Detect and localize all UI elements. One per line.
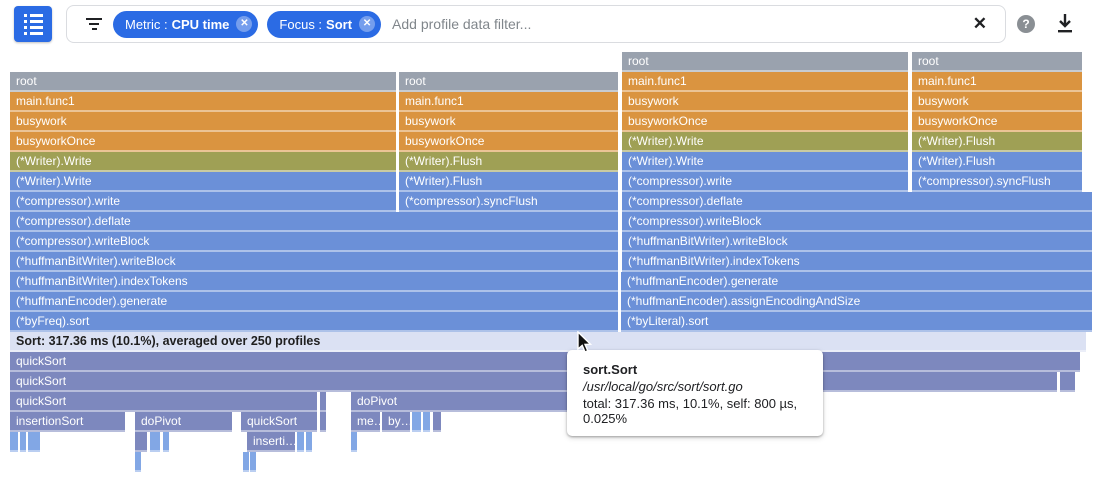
- chip-focus-close-icon[interactable]: ✕: [359, 16, 376, 32]
- frame-sliver[interactable]: [297, 432, 304, 452]
- help-icon[interactable]: ?: [1017, 15, 1035, 33]
- frame-busyworkonce[interactable]: busyworkOnce: [622, 112, 908, 132]
- frame-main-func1[interactable]: main.func1: [399, 92, 618, 112]
- frame-sliver[interactable]: [351, 432, 357, 452]
- chip-focus-prefix: Focus :: [279, 16, 323, 32]
- frame-busyworkonce[interactable]: busyworkOnce: [912, 112, 1082, 132]
- frame-compressor-deflate[interactable]: (*compressor).deflate: [10, 212, 618, 232]
- frame-root[interactable]: root: [912, 52, 1082, 72]
- frame-by[interactable]: by…: [382, 412, 410, 432]
- filter-bar: Metric : CPU time ✕ Focus : Sort ✕ ✕: [66, 5, 1006, 43]
- frame-sliver[interactable]: [135, 432, 147, 452]
- frame-sliver[interactable]: [1060, 372, 1075, 392]
- frame-writer-write[interactable]: (*Writer).Write: [622, 152, 908, 172]
- chip-focus[interactable]: Focus : Sort ✕: [267, 10, 382, 38]
- frame-root[interactable]: root: [399, 72, 618, 92]
- filter-list-icon: [85, 18, 103, 30]
- frame-quicksort[interactable]: quickSort: [10, 352, 1080, 372]
- frame-sliver[interactable]: [433, 412, 441, 432]
- frame-compressor-write[interactable]: (*compressor).write: [10, 192, 396, 212]
- frame-compressor-writeblock[interactable]: (*compressor).writeBlock: [10, 232, 618, 252]
- frame-main-func1[interactable]: main.func1: [622, 72, 908, 92]
- frame-huffmanbitwriter-indextokens[interactable]: (*huffmanBitWriter).indexTokens: [10, 272, 618, 292]
- frame-sliver[interactable]: [135, 452, 141, 472]
- frame-compressor-syncflush[interactable]: (*compressor).syncFlush: [399, 192, 618, 212]
- frame-compressor-writeblock[interactable]: (*compressor).writeBlock: [622, 212, 1092, 232]
- frame-writer-flush[interactable]: (*Writer).Flush: [399, 172, 618, 192]
- chip-metric-prefix: Metric :: [125, 16, 168, 32]
- frame-writer-flush[interactable]: (*Writer).Flush: [912, 152, 1082, 172]
- filter-input[interactable]: [390, 15, 965, 33]
- frame-busyworkonce[interactable]: busyworkOnce: [10, 132, 396, 152]
- frame-writer-flush[interactable]: (*Writer).Flush: [399, 152, 618, 172]
- frame-huffmanbitwriter-writeblock[interactable]: (*huffmanBitWriter).writeBlock: [622, 232, 1092, 252]
- frame-sort-317-36-ms-10-1-averaged-over-250-profiles[interactable]: Sort: 317.36 ms (10.1%), averaged over 2…: [10, 332, 1086, 352]
- frame-writer-write[interactable]: (*Writer).Write: [10, 172, 396, 192]
- frame-dopivot[interactable]: doPivot: [135, 412, 232, 432]
- frame-main-func1[interactable]: main.func1: [10, 92, 396, 112]
- frame-huffmanbitwriter-indextokens[interactable]: (*huffmanBitWriter).indexTokens: [622, 252, 1092, 272]
- clear-filters-icon[interactable]: ✕: [972, 14, 987, 33]
- frame-huffmanencoder-generate[interactable]: (*huffmanEncoder).generate: [621, 272, 1092, 292]
- frame-huffmanencoder-generate[interactable]: (*huffmanEncoder).generate: [10, 292, 618, 312]
- frame-byfreq-sort[interactable]: (*byFreq).sort: [10, 312, 618, 332]
- chip-metric-close-icon[interactable]: ✕: [236, 16, 253, 32]
- tooltip-source-path: /usr/local/go/src/sort/sort.go: [583, 379, 743, 394]
- frame-sliver[interactable]: [150, 432, 160, 452]
- tooltip-metrics: total: 317.36 ms, 10.1%, self: 800 µs, 0…: [583, 396, 798, 426]
- frame-quicksort[interactable]: quickSort: [241, 412, 317, 432]
- frame-root[interactable]: root: [622, 52, 908, 72]
- frame-sliver[interactable]: [34, 432, 40, 452]
- frame-compressor-write[interactable]: (*compressor).write: [622, 172, 908, 192]
- frame-root[interactable]: root: [10, 72, 396, 92]
- frame-compressor-deflate[interactable]: (*compressor).deflate: [622, 192, 1092, 212]
- frame-busywork[interactable]: busywork: [622, 92, 908, 112]
- frame-sliver[interactable]: [306, 432, 312, 452]
- download-icon[interactable]: [1055, 13, 1075, 35]
- frame-writer-write[interactable]: (*Writer).Write: [10, 152, 396, 172]
- mouse-cursor: [576, 330, 594, 360]
- frame-sliver[interactable]: [250, 452, 256, 472]
- frame-insertionsort[interactable]: insertionSort: [10, 412, 125, 432]
- tooltip: sort.Sort /usr/local/go/src/sort/sort.go…: [567, 350, 823, 436]
- frame-huffmanbitwriter-writeblock[interactable]: (*huffmanBitWriter).writeBlock: [10, 252, 618, 272]
- menu-button[interactable]: [14, 6, 52, 42]
- frame-quicksort[interactable]: quickSort: [10, 372, 1057, 392]
- frame-sliver[interactable]: [243, 452, 249, 472]
- frame-sliver[interactable]: [320, 392, 326, 412]
- frame-sliver[interactable]: [163, 432, 169, 452]
- frame-inserti[interactable]: inserti…: [247, 432, 295, 452]
- chip-metric-value: CPU time: [171, 16, 230, 32]
- frame-busywork[interactable]: busywork: [10, 112, 396, 132]
- frame-byliteral-sort[interactable]: (*byLiteral).sort: [621, 312, 1092, 332]
- frame-sliver[interactable]: [20, 432, 26, 452]
- frame-me[interactable]: me…: [351, 412, 380, 432]
- frame-writer-write[interactable]: (*Writer).Write: [622, 132, 908, 152]
- toolbar: Metric : CPU time ✕ Focus : Sort ✕ ✕ ?: [0, 0, 1096, 48]
- frame-sliver[interactable]: [320, 412, 326, 432]
- frame-quicksort[interactable]: quickSort: [10, 392, 317, 412]
- frame-busyworkonce[interactable]: busyworkOnce: [399, 132, 618, 152]
- frame-busywork[interactable]: busywork: [912, 92, 1082, 112]
- chip-metric[interactable]: Metric : CPU time ✕: [113, 10, 259, 38]
- frame-sliver[interactable]: [423, 412, 430, 432]
- list-icon: [23, 13, 43, 17]
- frame-writer-flush[interactable]: (*Writer).Flush: [912, 132, 1082, 152]
- frame-busywork[interactable]: busywork: [399, 112, 618, 132]
- chip-focus-value: Sort: [326, 16, 353, 32]
- frame-compressor-syncflush[interactable]: (*compressor).syncFlush: [912, 172, 1082, 192]
- frame-sliver[interactable]: [10, 432, 18, 452]
- frame-sliver[interactable]: [28, 432, 34, 452]
- frame-huffmanencoder-assignencodingandsize[interactable]: (*huffmanEncoder).assignEncodingAndSize: [621, 292, 1092, 312]
- tooltip-function-name: sort.Sort: [583, 362, 638, 377]
- frame-sliver[interactable]: [412, 412, 421, 432]
- frame-main-func1[interactable]: main.func1: [912, 72, 1082, 92]
